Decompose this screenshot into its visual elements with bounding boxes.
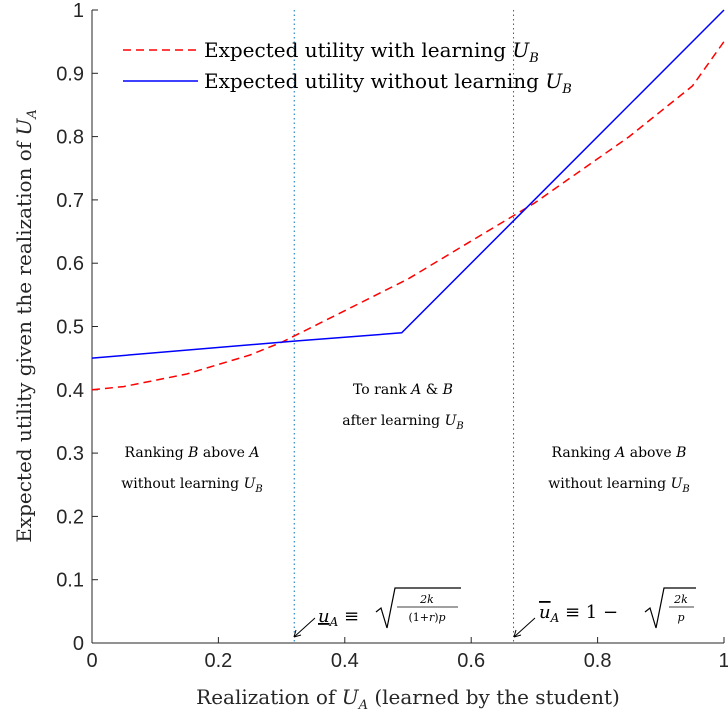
x-tick-label: 0.4 [331, 650, 359, 672]
legend-label-without-learning: Expected utility without learning UB [204, 69, 572, 97]
region-middle: To rank A & B after learning UB [342, 382, 463, 432]
y-tick-label: 0.7 [56, 190, 84, 212]
y-tick-label: 0.5 [56, 317, 84, 339]
svg-text:(1+r)p: (1+r)p [408, 611, 445, 624]
x-tick-label: 0.8 [584, 650, 612, 672]
svg-text:without learning UB: without learning UB [548, 476, 690, 495]
svg-text:Ranking A above B: Ranking A above B [552, 445, 687, 461]
series-line-without-learning [91, 9, 725, 359]
y-tick-label: 0.6 [56, 253, 84, 275]
series-line-with-learning [91, 41, 725, 391]
legend: Expected utility with learning UB Expect… [123, 38, 572, 97]
y-tick-label: 0.1 [56, 570, 84, 592]
y-tick-label: 0.4 [56, 380, 84, 402]
y-tick-label: 0 [73, 633, 84, 655]
x-tick-label: 0.2 [204, 650, 232, 672]
x-tick-label: 0.6 [457, 650, 485, 672]
y-tick-label: 0.8 [56, 127, 84, 149]
threshold-lines [293, 10, 515, 643]
svg-text:without learning UB: without learning UB [121, 476, 263, 495]
svg-text:To rank A & B: To rank A & B [353, 382, 453, 398]
ticks: 0 0.2 0.4 0.6 0.8 1 0 0.1 0.2 0.3 0.4 0.5 0.6 0.7 0.8 0… [56, 0, 728, 672]
svg-text:uA ≡ 1 −: uA ≡ 1 − [539, 602, 618, 625]
region-left: Ranking B above A without learning UB [121, 445, 263, 495]
legend-label-with-learning: Expected utility with learning UB [204, 38, 539, 66]
region-right: Ranking A above B without learning UB [548, 445, 690, 495]
svg-text:Ranking B above A: Ranking B above A [125, 445, 260, 461]
svg-text:2k: 2k [673, 593, 688, 606]
annotation-lower-threshold: uA ≡ 2k (1+r)p [293, 587, 461, 638]
x-tick-label: 0 [86, 650, 97, 672]
annotation-upper-threshold: uA ≡ 1 − 2k p [513, 587, 696, 638]
x-axis-title: Realization of UA (learned by the studen… [196, 685, 620, 713]
y-tick-label: 1 [73, 0, 84, 22]
svg-text:p: p [677, 611, 684, 624]
y-tick-label: 0.9 [56, 63, 84, 85]
y-tick-label: 0.2 [56, 506, 84, 528]
y-axis-title: Expected utility given the realization o… [12, 109, 40, 543]
series [91, 9, 725, 391]
svg-text:2k: 2k [419, 593, 434, 606]
svg-text:after learning UB: after learning UB [342, 413, 463, 432]
svg-text:uA ≡: uA ≡ [318, 606, 359, 629]
y-tick-label: 0.3 [56, 443, 84, 465]
x-tick-label: 1 [718, 650, 728, 672]
